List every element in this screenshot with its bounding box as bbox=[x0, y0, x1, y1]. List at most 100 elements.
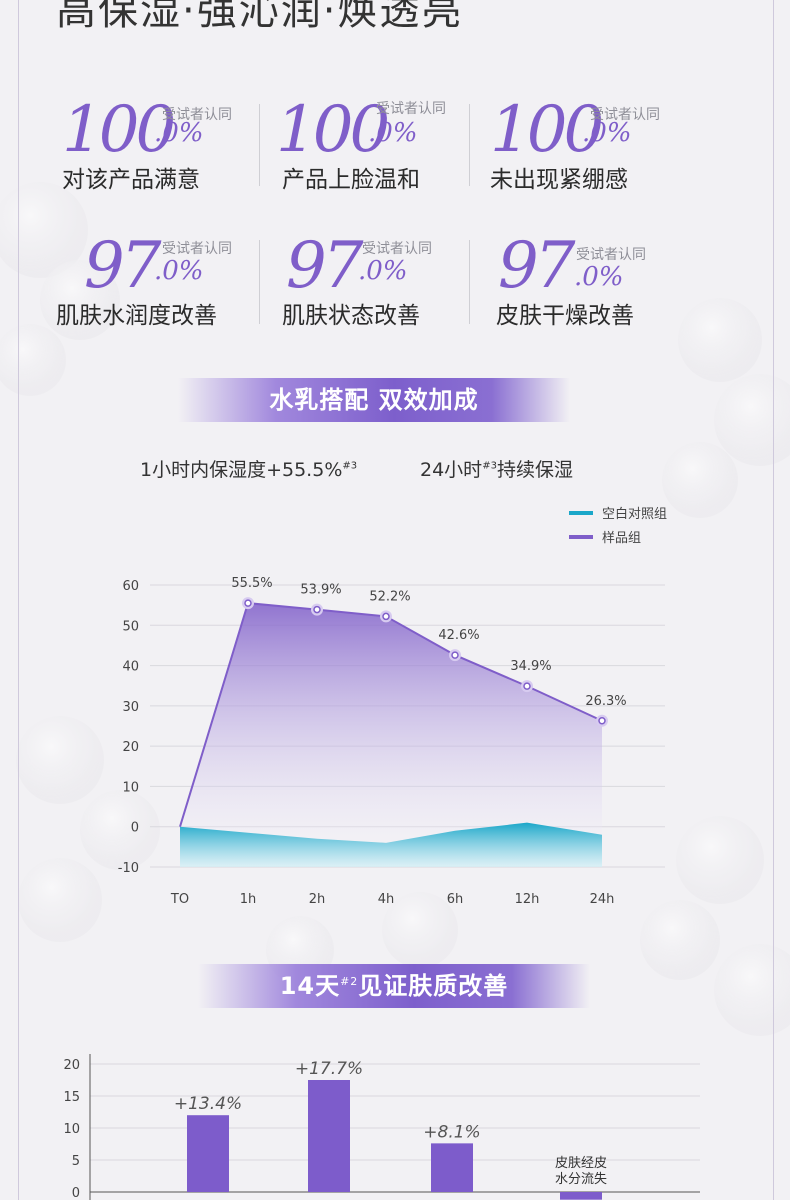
y-tick-label: 0 bbox=[72, 1186, 80, 1200]
data-point bbox=[523, 682, 531, 690]
banner-title: 14天#2见证肤质改善 bbox=[198, 964, 590, 1008]
stat-decimal: .0% bbox=[574, 262, 624, 292]
data-label: 34.9% bbox=[510, 659, 551, 674]
bar bbox=[560, 1192, 602, 1200]
bar-label: 水分流失 bbox=[555, 1172, 607, 1187]
y-tick-label: 30 bbox=[122, 700, 139, 715]
banner-background bbox=[178, 378, 570, 422]
x-tick-label: 6h bbox=[447, 892, 464, 907]
subtitle-left: 1小时内保湿度+55.5%#3 bbox=[140, 455, 357, 482]
chart-grid bbox=[90, 1063, 700, 1193]
stat-decimal: .0% bbox=[154, 256, 204, 286]
y-tick-label: 15 bbox=[63, 1090, 80, 1105]
banner-background bbox=[198, 964, 590, 1008]
x-tick-label: TO bbox=[170, 892, 189, 907]
data-label: 52.2% bbox=[369, 589, 410, 604]
stat-note: 受试者认同 bbox=[362, 241, 432, 257]
stat-label: 对该产品满意 bbox=[62, 167, 200, 193]
data-point bbox=[313, 605, 321, 614]
moisture-area-chart: 60 50 40 30 20 10 0 -10 TO 1h 2h 4h 6h 12h 24h 55.5% 5… bbox=[118, 506, 667, 907]
legend-label-control: 空白对照组 bbox=[602, 506, 667, 522]
stat-value: 97 bbox=[84, 229, 161, 303]
stat-note: 受试者认同 bbox=[162, 241, 232, 257]
bar-label: +8.1% bbox=[423, 1122, 480, 1142]
divider bbox=[469, 240, 470, 324]
stat-label: 皮肤干燥改善 bbox=[496, 303, 634, 329]
stat-note: 受试者认同 bbox=[590, 107, 660, 123]
subtitle-right-text: 24小时 bbox=[420, 459, 483, 481]
x-tick-label: 12h bbox=[515, 892, 540, 907]
y-tick-label: 60 bbox=[122, 579, 139, 594]
stat-note: 受试者认同 bbox=[576, 247, 646, 263]
stat-decimal: .0% bbox=[358, 256, 408, 286]
y-tick-label: 20 bbox=[63, 1058, 80, 1073]
data-label: 42.6% bbox=[438, 628, 479, 643]
banner-title: 水乳搭配 双效加成 bbox=[269, 386, 479, 414]
legend-swatch-sample bbox=[569, 535, 593, 539]
stat-card: 100 .0% 受试者认同 产品上脸温和 bbox=[276, 98, 476, 198]
stat-label: 未出现紧绷感 bbox=[490, 167, 628, 193]
bar-label: +17.7% bbox=[295, 1059, 363, 1079]
y-tick-label: 10 bbox=[122, 780, 139, 795]
stat-value: 100 bbox=[490, 93, 604, 167]
stat-note: 受试者认同 bbox=[376, 101, 446, 117]
banner-title-b: 见证肤质改善 bbox=[358, 972, 509, 1000]
y-tick-label: 50 bbox=[122, 619, 139, 634]
divider bbox=[259, 240, 260, 324]
divider bbox=[259, 104, 260, 186]
y-tick-label: 10 bbox=[63, 1122, 80, 1137]
stat-decimal: .0% bbox=[368, 118, 418, 148]
section-banner: 水乳搭配 双效加成 bbox=[178, 378, 570, 422]
bar-label: +13.4% bbox=[174, 1094, 242, 1114]
series-area-sample bbox=[180, 603, 602, 867]
footnote-mark: #2 bbox=[340, 975, 359, 988]
legend-swatch-control bbox=[569, 511, 593, 515]
banner-title-a: 14天 bbox=[279, 972, 341, 1000]
data-point bbox=[244, 599, 252, 607]
stat-card: 97 .0% 受试者认同 肌肤状态改善 bbox=[282, 229, 486, 334]
subtitle-right: 24小时#3持续保湿 bbox=[420, 455, 573, 482]
x-tick-label: 1h bbox=[240, 892, 257, 907]
stat-value: 97 bbox=[498, 229, 575, 303]
stat-label: 产品上脸温和 bbox=[282, 167, 420, 193]
section-banner: 14天#2见证肤质改善 bbox=[198, 964, 590, 1008]
footnote-mark: #3 bbox=[342, 460, 358, 472]
legend-label-sample: 样品组 bbox=[602, 531, 641, 546]
stat-note: 受试者认同 bbox=[162, 107, 232, 123]
stat-value: 100 bbox=[62, 93, 176, 167]
y-tick-label: 5 bbox=[72, 1154, 80, 1169]
data-label: 26.3% bbox=[585, 694, 626, 709]
y-tick-label: 0 bbox=[131, 821, 139, 836]
data-point bbox=[598, 717, 606, 725]
data-label: 55.5% bbox=[231, 576, 272, 591]
stat-decimal: .0% bbox=[154, 118, 204, 148]
stat-value: 100 bbox=[276, 93, 390, 167]
x-tick-label: 24h bbox=[590, 892, 615, 907]
footnote-mark: #3 bbox=[482, 460, 497, 472]
divider bbox=[469, 104, 470, 186]
data-point bbox=[382, 612, 390, 621]
series-area-control bbox=[180, 822, 602, 867]
stat-decimal: .0% bbox=[582, 118, 632, 148]
bar bbox=[431, 1143, 473, 1192]
stat-value: 97 bbox=[286, 229, 363, 303]
y-tick-label: -10 bbox=[118, 861, 139, 876]
x-tick-label: 4h bbox=[378, 892, 395, 907]
subtitle-left-text: 1小时内保湿度+55.5% bbox=[140, 459, 343, 481]
stat-label: 肌肤水润度改善 bbox=[56, 303, 217, 329]
stat-card: 97 .0% 受试者认同 肌肤水润度改善 bbox=[56, 229, 284, 334]
bar bbox=[187, 1115, 229, 1192]
subtitle-right-text-2: 持续保湿 bbox=[496, 459, 573, 481]
bar bbox=[308, 1080, 350, 1192]
stat-card: 100 .0% 受试者认同 对该产品满意 bbox=[62, 98, 262, 198]
y-tick-label: 20 bbox=[122, 740, 139, 755]
data-label: 53.9% bbox=[300, 583, 341, 598]
bar-label: 皮肤经皮 bbox=[555, 1156, 607, 1171]
data-point bbox=[451, 651, 459, 659]
y-tick-label: 40 bbox=[122, 660, 139, 675]
page-title: 高保湿·强沁润·焕透亮 bbox=[56, 0, 464, 34]
x-tick-label: 2h bbox=[309, 892, 326, 907]
